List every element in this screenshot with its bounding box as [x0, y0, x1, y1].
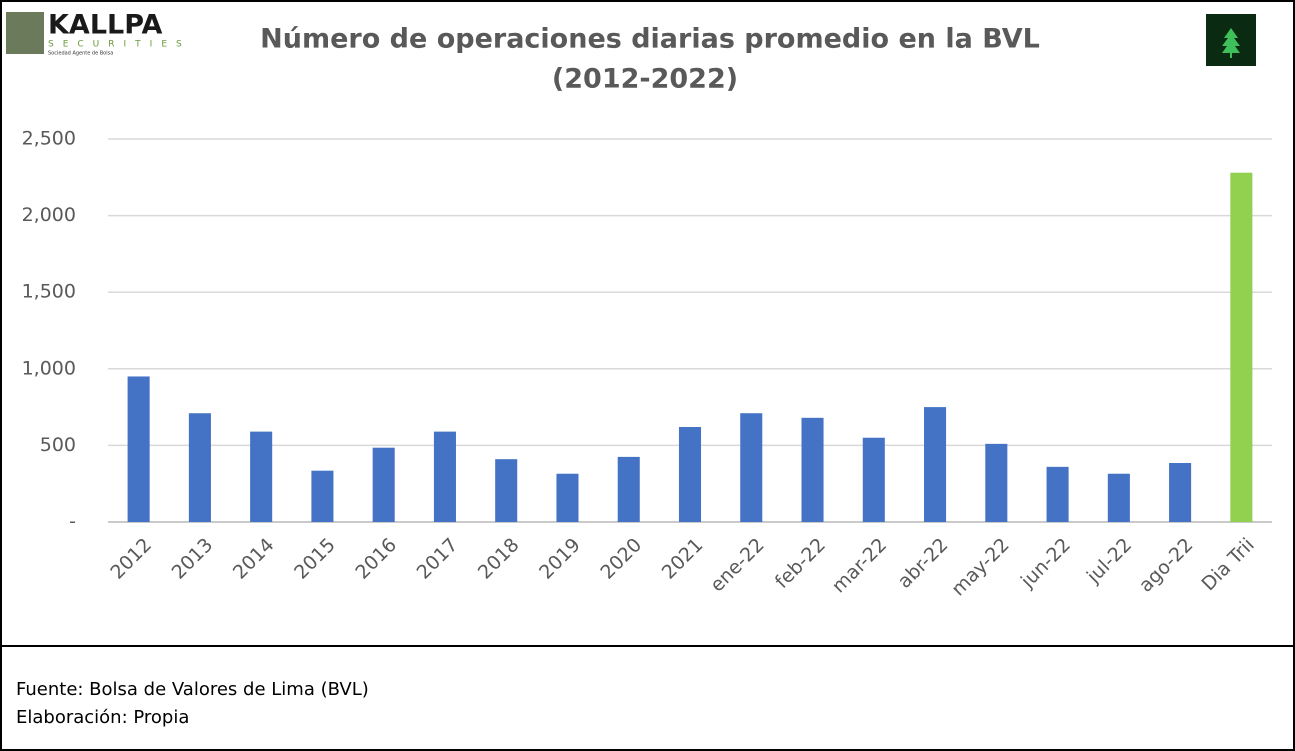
source: Fuente: Bolsa de Valores de Lima (BVL)	[16, 679, 369, 700]
credit: Elaboración: Propia	[16, 707, 189, 728]
bar	[1230, 172, 1253, 523]
bar	[556, 473, 579, 522]
bar	[188, 413, 211, 522]
y-tick-label: 2,500	[22, 128, 76, 150]
tree-icon	[1222, 28, 1240, 58]
chart-title: Número de operaciones diarias promedio e…	[260, 24, 1040, 55]
bar	[495, 459, 518, 522]
y-tick-label: -	[69, 511, 76, 533]
y-tick-label: 1,000	[22, 357, 76, 379]
y-tick-label: 2,000	[22, 204, 76, 226]
bar	[1169, 463, 1192, 522]
bar	[372, 447, 395, 522]
bar	[985, 443, 1008, 522]
bar	[311, 470, 334, 522]
bar	[924, 407, 947, 522]
logo-icon	[6, 12, 44, 54]
bar	[1107, 473, 1130, 522]
bar	[617, 456, 640, 522]
bar	[862, 437, 885, 522]
logo-name: KALLPA	[48, 10, 163, 41]
logo-tagline: Sociedad Agente de Bolsa	[48, 51, 113, 57]
bar	[127, 376, 150, 522]
y-tick-label: 1,500	[22, 281, 76, 303]
bar	[250, 431, 273, 522]
chart-subtitle: (2012-2022)	[552, 64, 738, 95]
y-tick-label: 500	[40, 434, 76, 456]
bar	[801, 417, 824, 522]
bar	[433, 431, 456, 522]
bar	[740, 413, 763, 522]
bar	[1046, 466, 1069, 522]
bar	[678, 427, 702, 522]
logo-sub: SECURITIES	[48, 40, 191, 50]
